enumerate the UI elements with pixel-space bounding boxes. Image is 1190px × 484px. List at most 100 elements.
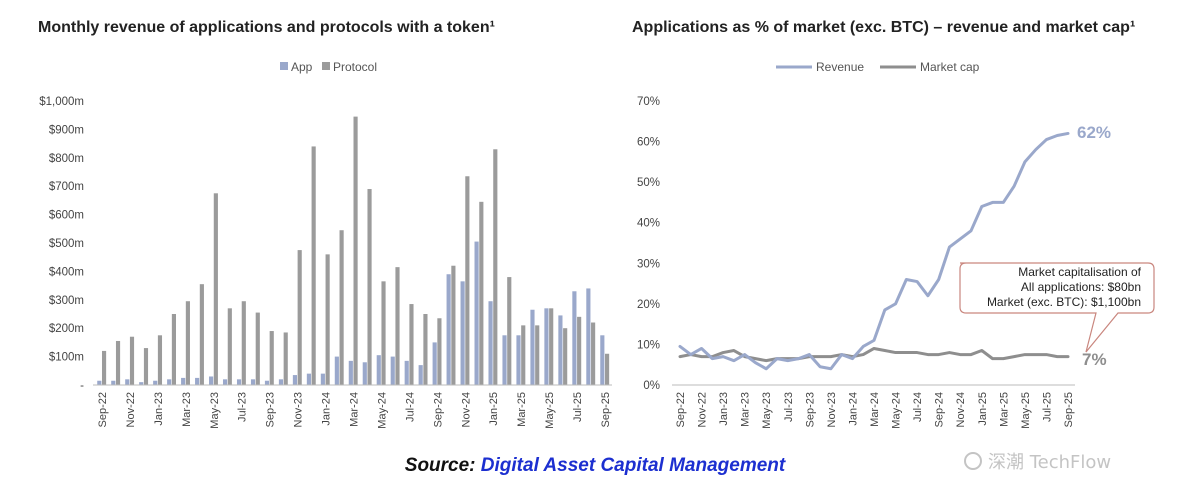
bar-app-sep-25 xyxy=(600,335,605,385)
legend-app-label: App xyxy=(291,60,313,74)
line-x-tick-label: Jan-24 xyxy=(847,392,859,426)
bar-protocol-dec-22 xyxy=(143,348,149,385)
bar-x-tick-label: Sep-22 xyxy=(97,392,109,427)
callout-line-1: Market capitalisation of xyxy=(1018,265,1141,279)
legend-protocol-label: Protocol xyxy=(333,60,377,74)
line-x-tick-label: Mar-25 xyxy=(998,392,1010,427)
line-x-tick-label: May-25 xyxy=(1020,392,1032,429)
bar-protocol-sep-22 xyxy=(101,350,107,385)
source-footer: Source: Digital Asset Capital Management xyxy=(0,455,1190,477)
callout-line-2: All applications: $80bn xyxy=(1021,280,1141,294)
line-y-tick-label: 10% xyxy=(637,339,660,351)
bar-app-dec-24 xyxy=(474,241,479,385)
line-y-tick-label: 70% xyxy=(637,96,660,108)
bar-app-mar-24 xyxy=(348,360,353,385)
bar-app-oct-22 xyxy=(111,380,116,385)
bar-protocol-nov-24 xyxy=(465,176,470,385)
line-x-tick-label: Sep-22 xyxy=(675,392,687,427)
bar-protocol-feb-25 xyxy=(507,277,512,385)
bar-protocol-mar-23 xyxy=(185,301,190,385)
line-series-group xyxy=(678,131,1070,371)
bar-protocol-may-25 xyxy=(549,308,554,385)
bar-app-sep-23 xyxy=(264,380,270,385)
bar-protocol-jun-25 xyxy=(563,328,568,385)
bar-y-tick-label: $900m xyxy=(49,124,84,136)
bar-app-sep-24 xyxy=(432,342,437,385)
bar-app-jul-24 xyxy=(404,360,409,385)
bar-protocol-oct-24 xyxy=(451,265,456,385)
watermark-logo-icon xyxy=(964,452,982,470)
bar-y-tick-label: $600m xyxy=(49,210,84,222)
bar-y-tick-label: $400m xyxy=(49,266,84,278)
watermark-text: 深潮 TechFlow xyxy=(988,452,1112,473)
bar-x-tick-label: Sep-25 xyxy=(600,392,612,427)
bar-app-may-24 xyxy=(376,355,381,385)
bar-app-jan-25 xyxy=(488,301,493,385)
bar-x-tick-label: Jul-24 xyxy=(404,392,416,422)
source-organization: Digital Asset Capital Management xyxy=(480,455,786,476)
bar-protocol-nov-22 xyxy=(129,336,135,385)
bar-app-jun-23 xyxy=(222,379,228,385)
line-x-tick-label: Mar-23 xyxy=(740,392,752,427)
line-x-tick-label: May-24 xyxy=(891,392,903,429)
line-revenue xyxy=(678,131,1070,371)
bar-y-tick-label: $300m xyxy=(49,295,84,307)
bar-app-mar-25 xyxy=(516,335,521,385)
bar-x-tick-label: Mar-24 xyxy=(349,392,361,427)
legend-protocol-swatch xyxy=(322,62,330,70)
bar-protocol-jul-25 xyxy=(577,316,582,385)
line-y-tick-label: 20% xyxy=(637,299,660,311)
revenue-end-label: 62% xyxy=(1077,123,1111,142)
line-market-cap xyxy=(678,346,1070,363)
bar-y-tick-label: $500m xyxy=(49,238,84,250)
bar-app-dec-23 xyxy=(306,373,311,385)
bar-protocol-feb-23 xyxy=(171,314,176,385)
bar-x-tick-label: Nov-23 xyxy=(293,392,305,427)
bar-app-nov-23 xyxy=(292,375,298,385)
bar-protocol-mar-24 xyxy=(353,116,358,386)
bar-app-feb-24 xyxy=(334,356,339,385)
line-x-tick-label: Nov-24 xyxy=(955,392,967,427)
bar-app-feb-23 xyxy=(167,379,172,385)
bar-protocol-apr-24 xyxy=(367,189,372,385)
line-x-tick-label: Jul-24 xyxy=(912,392,924,422)
bar-protocol-dec-23 xyxy=(311,146,316,385)
line-y-tick-label: 40% xyxy=(637,218,660,230)
callout-box xyxy=(959,262,1155,353)
bar-x-tick-label: Sep-23 xyxy=(265,392,277,427)
bar-app-oct-24 xyxy=(446,274,451,385)
bar-protocol-nov-23 xyxy=(297,250,302,385)
bar-protocol-jul-23 xyxy=(241,301,246,385)
market-cap-end-label: 7% xyxy=(1082,350,1107,369)
bar-app-aug-23 xyxy=(250,379,256,385)
bar-protocol-apr-25 xyxy=(535,325,540,385)
line-x-tick-label: Jan-23 xyxy=(718,392,730,426)
bar-x-tick-label: Nov-24 xyxy=(460,392,472,427)
bar-protocol-jan-24 xyxy=(325,254,330,385)
bar-x-tick-label: Jul-25 xyxy=(572,392,584,422)
bar-app-nov-22 xyxy=(125,379,130,385)
bar-app-may-25 xyxy=(544,308,549,385)
bar-y-tick-label: - xyxy=(80,380,84,392)
bar-app-jan-24 xyxy=(320,373,325,385)
bar-protocol-jan-23 xyxy=(157,335,163,385)
line-y-tick-label: 0% xyxy=(643,380,660,392)
bar-app-oct-23 xyxy=(278,379,284,385)
bar-protocol-mar-25 xyxy=(521,325,526,385)
legend-app-swatch xyxy=(280,62,288,70)
bar-x-tick-label: Mar-25 xyxy=(516,392,528,427)
line-x-tick-label: Sep-23 xyxy=(804,392,816,427)
bar-protocol-sep-23 xyxy=(269,331,274,385)
bar-x-tick-label: Jan-23 xyxy=(153,392,165,426)
bar-app-aug-25 xyxy=(586,288,591,385)
bar-series-group xyxy=(97,116,610,386)
line-x-tick-label: Mar-24 xyxy=(869,392,881,427)
bar-app-apr-23 xyxy=(195,377,200,385)
bar-app-feb-25 xyxy=(502,335,507,385)
bar-chart-title: Monthly revenue of applications and prot… xyxy=(38,19,495,36)
bar-app-dec-22 xyxy=(139,382,144,385)
bar-protocol-aug-23 xyxy=(255,312,260,385)
bar-app-mar-23 xyxy=(181,377,186,385)
legend-market-cap-label: Market cap xyxy=(920,60,980,74)
